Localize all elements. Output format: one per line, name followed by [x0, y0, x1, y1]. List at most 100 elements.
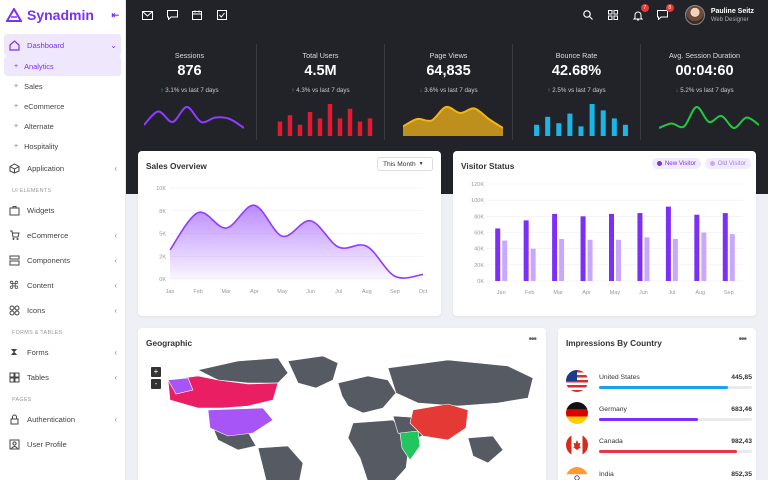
x-tick-label: May	[610, 290, 621, 296]
total-users-sparkline	[277, 104, 373, 136]
grid-icon	[8, 305, 20, 317]
chevron-left-icon: ‹	[114, 256, 117, 265]
sidebar-item-user-profile[interactable]: User Profile	[4, 432, 121, 457]
sales-overview-chart: 0K 2K 5K 8K 10K Jan Feb Mar Apr May Jun Jul Aug Sep Oc…	[156, 186, 428, 295]
country-name: United States	[599, 374, 640, 381]
x-tick-label: Feb	[525, 290, 534, 296]
search-icon[interactable]	[581, 8, 595, 22]
chevron-left-icon: ‹	[114, 306, 117, 315]
sidebar-item-label: Tables	[27, 373, 49, 382]
chat-icon[interactable]	[165, 8, 179, 22]
sidebar-item-label: Content	[27, 281, 54, 290]
country-value: 445,85	[731, 374, 752, 381]
stat-label: Page Views	[429, 51, 468, 60]
visitor-bar	[552, 213, 558, 281]
card-title: Visitor Status	[461, 161, 515, 171]
sidebar-subitem-ecommerce[interactable]: + eCommerce	[14, 101, 65, 111]
sidebar-subitem-hospitality[interactable]: + Hospitality	[14, 141, 59, 151]
country-row: India 852,35	[566, 467, 752, 480]
map-canada	[167, 375, 279, 409]
sidebar-subitem-label: Hospitality	[24, 141, 59, 151]
lock-icon	[8, 414, 20, 426]
stat-value: 4.5M	[304, 63, 337, 79]
mail-icon[interactable]	[140, 8, 154, 22]
sidebar-subitem-label: Analytics	[24, 61, 54, 71]
stat-change: ↓ 5.2% vs last 7 days	[641, 87, 768, 94]
bounce-rate-sparkline	[534, 104, 628, 136]
sidebar-item-application[interactable]: Application ‹	[4, 156, 121, 181]
sidebar-subitem-label: eCommerce	[24, 101, 65, 111]
legend-label: New Visitor	[664, 160, 696, 167]
sidebar-item-dashboard[interactable]: Dashboard ⌄	[4, 34, 121, 56]
country-name: Canada	[599, 438, 623, 445]
sidebar-subitem-analytics[interactable]: + Analytics	[4, 56, 121, 76]
progress-track	[599, 418, 752, 421]
canada-flag-icon	[566, 434, 588, 456]
sidebar-item-components[interactable]: Components ‹	[4, 248, 121, 273]
sidebar-item-authentication[interactable]: Authentication ‹	[4, 407, 121, 432]
zoom-in-button[interactable]: +	[151, 367, 161, 377]
stat-label: Total Users	[302, 51, 339, 60]
sparkline-bar	[567, 113, 573, 136]
checkbox-icon[interactable]	[215, 8, 229, 22]
sparkline-bar	[287, 115, 293, 136]
sidebar-toggle-icon[interactable]: ⇤	[111, 9, 119, 20]
us-flag-icon	[566, 370, 588, 392]
x-tick-label: Apr	[250, 289, 259, 295]
y-tick-label: 40K	[474, 247, 484, 253]
card-title: Sales Overview	[146, 161, 207, 171]
sparkline-bar	[556, 123, 562, 136]
stat-change: ↑ 3.1% vs last 7 days	[126, 87, 253, 94]
stat-sessions: Sessions 876 ↑ 3.1% vs last 7 days	[126, 30, 253, 150]
sparkline-bar	[327, 104, 333, 136]
zoom-out-button[interactable]: -	[151, 379, 161, 389]
sidebar-item-forms[interactable]: ⧗ Forms ‹	[4, 340, 121, 365]
message-icon[interactable]: 8	[656, 4, 674, 22]
avatar	[684, 5, 705, 25]
stat-value: 42.68%	[551, 63, 602, 79]
stat-change-text: 3.6% vs last 7 days	[424, 87, 478, 94]
stat-change: ↑ 2.5% vs last 7 days	[513, 87, 640, 94]
country-value: 982,43	[731, 438, 752, 445]
visitor-bar	[495, 228, 501, 281]
sidebar-subitem-label: Alternate	[24, 121, 54, 131]
bell-icon[interactable]: 7	[631, 4, 649, 22]
user-role: Web Designer	[710, 16, 749, 23]
x-tick-label: Apr	[582, 290, 591, 296]
legend-old-visitor[interactable]: Old Visitor	[704, 158, 751, 169]
stat-bounce-rate: Bounce Rate 42.68% ↑ 2.5% vs last 7 days	[513, 30, 640, 150]
legend-new-visitor[interactable]: New Visitor	[651, 158, 701, 169]
visitor-bar	[530, 248, 536, 281]
avg-session-sparkline	[659, 106, 759, 129]
sparkline-line	[144, 105, 244, 129]
chevron-left-icon: ‹	[114, 348, 117, 357]
sidebar-item-widgets[interactable]: Widgets	[4, 198, 121, 223]
arrow-up-icon: ↑	[291, 87, 295, 94]
x-tick-label: Jul	[668, 290, 675, 296]
period-select[interactable]: This Month ▼	[377, 157, 433, 171]
apps-icon[interactable]	[606, 8, 620, 22]
sidebar-item-icons[interactable]: Icons ‹	[4, 298, 121, 323]
more-options-icon[interactable]: •••	[528, 334, 536, 345]
sidebar-item-content[interactable]: ⌘ Content ‹	[4, 273, 121, 298]
sidebar-subitem-sales[interactable]: + Sales	[14, 81, 43, 91]
legend-label: Old Visitor	[717, 160, 746, 167]
calendar-icon[interactable]	[190, 8, 204, 22]
visitor-bar	[609, 213, 614, 281]
x-tick-label: Feb	[193, 289, 202, 295]
more-options-icon[interactable]: •••	[738, 334, 746, 345]
map-land	[197, 355, 534, 480]
sidebar-item-ecommerce[interactable]: eCommerce ‹	[4, 223, 121, 248]
user-menu[interactable]: Pauline Seitz Web Designer	[684, 5, 754, 25]
y-tick-label: 0K	[477, 279, 484, 285]
sidebar-item-tables[interactable]: Tables ‹	[4, 365, 121, 390]
sparkline-bar	[545, 116, 551, 136]
visitor-bar	[616, 239, 621, 281]
visitor-status-chart: 0K 20K 40K 60K 80K 100K 120K Jan Feb Mar Apr May Jun…	[471, 182, 743, 296]
stat-change-text: 2.5% vs last 7 days	[552, 87, 606, 94]
caret-down-icon: ▼	[418, 161, 424, 167]
sidebar-item-label: Dashboard	[27, 40, 65, 50]
sidebar-subitem-alternate[interactable]: + Alternate	[14, 121, 54, 131]
sparkline-line	[403, 105, 503, 129]
section-title-ui: UI ELEMENTS	[12, 188, 52, 194]
